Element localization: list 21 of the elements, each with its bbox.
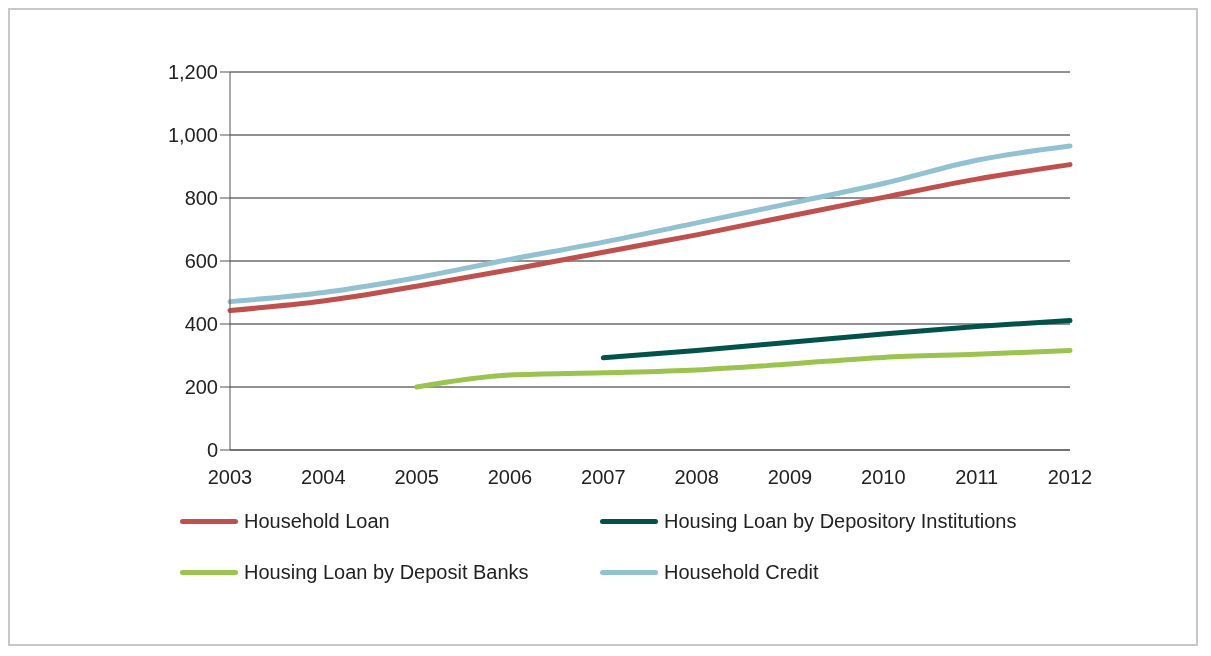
legend-label: Housing Loan by Depository Institutions [664,510,1017,533]
y-tick-label: 0 [206,439,218,462]
x-tick-label: 2009 [767,466,813,489]
y-tick-label: 600 [184,250,218,273]
y-tick-label: 800 [184,187,218,210]
y-tick-label: 400 [184,313,218,336]
x-tick-label: 2003 [207,466,253,489]
y-tick-label: 1,000 [167,124,218,147]
x-tick-label: 2008 [674,466,719,489]
legend-label: Household Loan [244,510,390,533]
y-tick-label: 200 [184,376,218,399]
x-tick-label: 2011 [955,466,999,489]
legend-label: Household Credit [664,561,819,584]
x-tick-label: 2006 [487,466,533,489]
x-tick-label: 2004 [301,466,346,489]
x-tick-label: 2007 [581,466,626,489]
x-tick-label: 2005 [394,466,439,489]
x-tick-label: 2010 [861,466,906,489]
y-tick-label: 1,200 [167,61,218,84]
legend-label: Housing Loan by Deposit Banks [244,561,529,584]
x-tick-label: 2012 [1047,466,1093,489]
